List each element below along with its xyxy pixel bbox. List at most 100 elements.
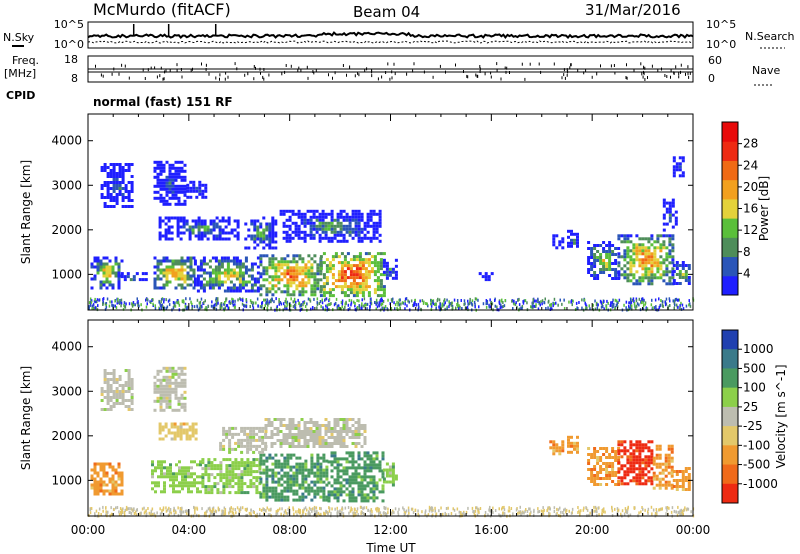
velocity-cell-4 xyxy=(327,460,331,464)
velocity-cell-4 xyxy=(378,463,382,467)
velocity-cell-7 xyxy=(327,442,331,445)
power-cell-5 xyxy=(352,288,356,292)
power-cell-14 xyxy=(662,258,666,262)
power-cell-17 xyxy=(672,156,676,160)
velocity-cell-4 xyxy=(381,472,385,476)
power-cell-15 xyxy=(681,267,685,270)
velocity-cell-8 xyxy=(170,425,174,429)
power-speckle xyxy=(653,306,656,310)
power-cell-1 xyxy=(141,278,145,282)
velocity-cell-4 xyxy=(330,460,334,464)
power-speckle xyxy=(191,306,193,310)
velocity-cell-10 xyxy=(183,378,187,382)
velocity-cell-4 xyxy=(336,469,340,473)
power-speckle xyxy=(446,298,448,302)
power-cell-2 xyxy=(165,259,169,263)
velocity-cell-13 xyxy=(664,480,668,484)
velocity-cell-7 xyxy=(288,442,292,445)
velocity-cell-12 xyxy=(644,455,648,459)
power-cell-9 xyxy=(369,218,373,222)
power-speckle xyxy=(292,300,294,304)
velocity-cell-13 xyxy=(652,477,656,481)
velocity-cell-2 xyxy=(213,458,217,462)
power-cell-3 xyxy=(220,256,224,260)
power-cell-10 xyxy=(115,184,119,187)
power-cell-9 xyxy=(324,236,328,240)
velocity-cell-3 xyxy=(259,471,263,475)
power-speckle xyxy=(489,305,492,309)
power-cell-3 xyxy=(226,259,230,263)
power-cell-14 xyxy=(617,270,621,274)
power-cell-3 xyxy=(229,289,233,293)
power-cell-13 xyxy=(602,250,606,253)
power-cell-10 xyxy=(103,166,107,169)
velocity-cell-4 xyxy=(348,499,352,503)
power-cell-13 xyxy=(602,259,606,262)
velocity-cell-4 xyxy=(360,457,364,461)
velocity-speckle xyxy=(256,512,258,516)
velocity-cell-4 xyxy=(330,463,334,467)
power-cell-9 xyxy=(318,233,322,237)
velocity-cell-1 xyxy=(193,478,196,482)
velocity-cell-14 xyxy=(681,485,685,488)
velocity-cell-7 xyxy=(288,436,292,439)
power-cell-5 xyxy=(319,264,323,268)
power-cell-11 xyxy=(165,193,169,197)
power-cell-14 xyxy=(650,273,654,277)
velocity-cell-6 xyxy=(225,435,229,439)
power-cell-8 xyxy=(244,237,248,241)
velocity-cell-7 xyxy=(294,436,298,439)
power-cell-3 xyxy=(247,280,251,284)
power-cell-5 xyxy=(355,291,359,295)
power-cell-4 xyxy=(259,263,263,267)
power-cell-14 xyxy=(644,252,648,256)
power-cell-5 xyxy=(361,264,365,268)
velocity-cell-3 xyxy=(283,480,287,484)
power-cell-2 xyxy=(171,274,175,278)
velocity-cell-4 xyxy=(348,484,352,488)
velocity-cell-3 xyxy=(286,483,290,487)
velocity-cell-6 xyxy=(249,429,253,433)
power-cell-4 xyxy=(280,272,284,276)
power-cell-2 xyxy=(162,259,166,263)
power-cell-12 xyxy=(201,195,205,199)
power-speckle xyxy=(669,299,671,303)
velocity-speckle xyxy=(232,511,235,515)
power-cell-9 xyxy=(336,224,340,228)
power-cell-5 xyxy=(334,252,338,256)
power-cell-3 xyxy=(229,259,233,263)
velocity-speckle xyxy=(393,511,395,515)
power-cell-9 xyxy=(363,224,367,228)
power-cell-0 xyxy=(99,259,103,263)
velocity-speckle xyxy=(319,506,321,510)
power-cell-5 xyxy=(376,276,380,280)
power-cell-11 xyxy=(162,202,166,206)
power-cell-0 xyxy=(96,271,100,275)
power-cell-0 xyxy=(111,283,115,287)
power-cell-14 xyxy=(665,264,669,268)
power-cell-5 xyxy=(352,279,356,283)
velocity-cell-3 xyxy=(271,456,275,460)
velocity-cell-5 xyxy=(388,480,392,484)
velocity-cell-3 xyxy=(319,489,323,493)
power-cell-7 xyxy=(191,219,195,223)
velocity-cell-3 xyxy=(274,459,278,463)
velocity-cell-6 xyxy=(234,441,238,445)
power-cell-9 xyxy=(282,230,286,234)
velocity-cell-15 xyxy=(561,440,565,444)
velocity-cell-7 xyxy=(354,433,358,436)
velocity-cell-12 xyxy=(638,440,642,444)
velocity-cell-7 xyxy=(336,424,340,427)
power-cell-3 xyxy=(253,283,257,287)
velocity-cell-12 xyxy=(650,479,654,483)
power-cell-3 xyxy=(253,277,257,281)
velocity-cell-2 xyxy=(258,467,262,471)
power-cell-3 xyxy=(208,280,212,284)
power-cell-15 xyxy=(687,276,691,279)
power-cell-8 xyxy=(271,246,275,250)
velocity-cell-3 xyxy=(277,471,281,475)
power-cell-4 xyxy=(313,281,317,285)
power-cell-10 xyxy=(121,166,125,169)
nsearch-label: N.Search xyxy=(745,30,795,43)
velocity-cell-7 xyxy=(360,424,364,427)
